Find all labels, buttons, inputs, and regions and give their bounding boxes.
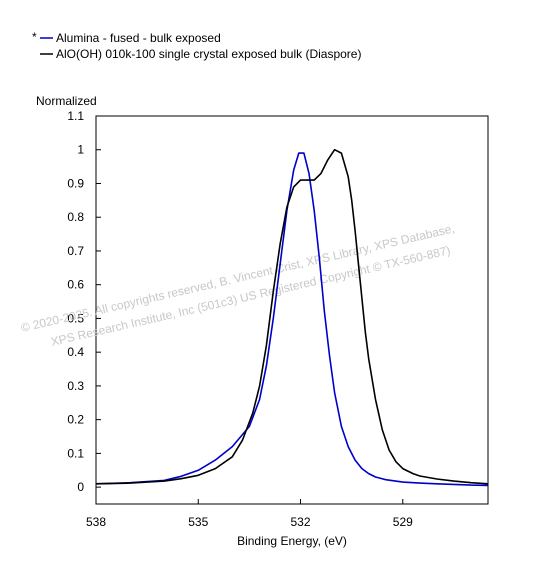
x-tick-label: 532	[291, 515, 311, 529]
x-tick-label: 535	[188, 515, 208, 529]
watermark-line-1: © 2020-2025. All copyrights reserved, B.…	[20, 221, 456, 335]
y-tick-label: 0.6	[67, 278, 84, 292]
y-tick-label: 0.5	[67, 311, 84, 325]
y-tick-label: 0.7	[67, 244, 84, 258]
series-lines	[95, 148, 489, 487]
y-axis: 0 0.1 0.2 0.3 0.4 0.5 0.6 0.7 0.8 0.9 1 1.1	[67, 109, 101, 494]
legend: * Alumina - fused - bulk exposed AlO(OH)…	[32, 30, 361, 61]
y-tick-label: 0.8	[67, 210, 84, 224]
x-tick-label: 538	[86, 515, 106, 529]
y-tick-label: 1.1	[67, 109, 84, 123]
series-line-diaspore	[95, 148, 489, 485]
y-axis-title: Normalized	[36, 94, 97, 108]
series-line-alumina	[95, 152, 489, 487]
watermark-line-2: XPS Research Institute, Inc (501c3) US R…	[50, 243, 452, 349]
copyright-watermark: © 2020-2025. All copyrights reserved, B.…	[20, 221, 456, 349]
x-tick-label: 529	[393, 515, 413, 529]
legend-marker: *	[32, 30, 37, 44]
legend-label-diaspore: AlO(OH) 010k-100 single crystal exposed …	[56, 47, 361, 61]
y-tick-label: 0.1	[67, 446, 84, 460]
y-tick-label: 1	[77, 143, 84, 157]
plot-frame	[95, 115, 489, 505]
y-tick-label: 0	[77, 480, 84, 494]
y-tick-label: 0.3	[67, 379, 84, 393]
x-axis: 538 535 532 529	[86, 499, 413, 529]
legend-label-alumina: Alumina - fused - bulk exposed	[56, 31, 221, 45]
y-tick-label: 0.9	[67, 176, 84, 190]
y-tick-label: 0.4	[67, 345, 84, 359]
y-tick-label: 0.2	[67, 413, 84, 427]
x-axis-title: Binding Energy, (eV)	[237, 534, 347, 548]
